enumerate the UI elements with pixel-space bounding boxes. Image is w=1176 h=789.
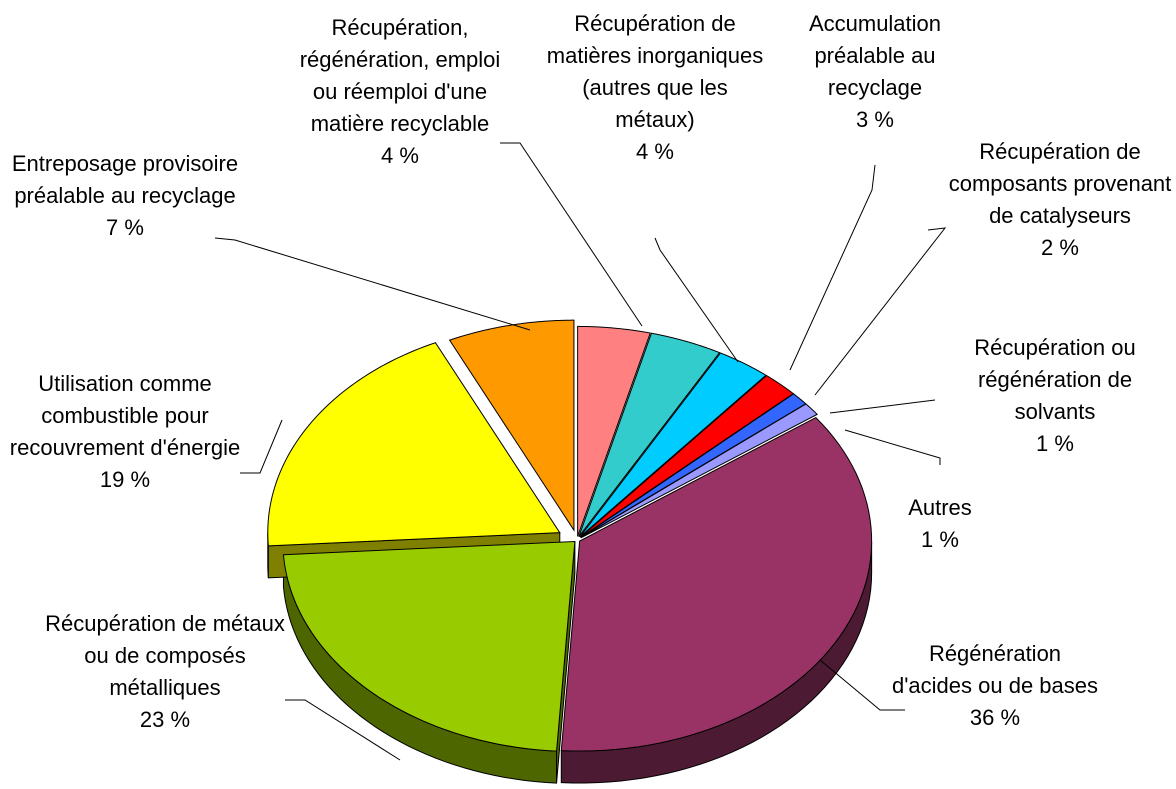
- leader-line: [240, 419, 283, 474]
- leader-line: [829, 399, 936, 414]
- slice-label: Utilisation comme combustible pour recou…: [0, 368, 250, 496]
- category-label: Autres: [908, 495, 972, 520]
- value-label: 1 %: [1036, 431, 1074, 456]
- slice: [580, 374, 795, 538]
- slice: [560, 416, 873, 752]
- value-label: 4 %: [636, 139, 674, 164]
- value-label: 3 %: [856, 107, 894, 132]
- slice-label: Récupération, régénération, emploi ou ré…: [285, 12, 515, 172]
- slice-label: Récupération de matières inorganiques (a…: [540, 8, 770, 168]
- category-label: Entreposage provisoire préalable au recy…: [11, 151, 239, 208]
- value-label: 36 %: [969, 705, 1021, 730]
- category-label: Récupération, régénération, emploi ou ré…: [299, 15, 501, 136]
- slice: [448, 319, 575, 532]
- leader-line: [500, 142, 643, 327]
- value-label: 19 %: [99, 467, 151, 492]
- slice-label: Entreposage provisoire préalable au recy…: [10, 148, 240, 244]
- slice: [267, 342, 561, 547]
- leader-line: [285, 699, 401, 761]
- slice-label: Régénération d'acides ou de bases 36 %: [890, 638, 1100, 734]
- leader-line: [789, 164, 876, 371]
- slice-label: Récupération de composants provenant de …: [945, 136, 1175, 264]
- category-label: Récupération ou régénération de solvants: [974, 335, 1136, 424]
- value-label: 23 %: [139, 707, 191, 732]
- category-label: Récupération de métaux ou de composés mé…: [45, 611, 285, 700]
- category-label: Régénération d'acides ou de bases: [891, 641, 1098, 698]
- slice: [577, 325, 651, 537]
- category-label: Accumulation préalable au recyclage: [808, 11, 942, 100]
- slice: [580, 393, 807, 539]
- slice: [282, 541, 576, 752]
- category-label: Utilisation comme combustible pour recou…: [9, 371, 241, 460]
- slice-label: Récupération ou régénération de solvants…: [940, 332, 1170, 460]
- slice-label: Accumulation préalable au recyclage 3 %: [770, 8, 980, 136]
- slice: [580, 403, 819, 539]
- slice: [579, 352, 767, 538]
- slice: [578, 332, 721, 537]
- leader-line: [214, 237, 531, 331]
- leader-line: [819, 659, 905, 711]
- value-label: 4 %: [381, 143, 419, 168]
- leader-line: [814, 227, 947, 396]
- value-label: 7 %: [106, 215, 144, 240]
- slice-label: Récupération de métaux ou de composés mé…: [40, 608, 290, 736]
- slice-label: Autres 1 %: [865, 492, 1015, 556]
- leader-line: [844, 429, 941, 465]
- leader-line: [654, 237, 739, 363]
- value-label: 1 %: [921, 527, 959, 552]
- value-label: 2 %: [1041, 235, 1079, 260]
- category-label: Récupération de matières inorganiques (a…: [546, 11, 764, 132]
- category-label: Récupération de composants provenant de …: [948, 139, 1172, 228]
